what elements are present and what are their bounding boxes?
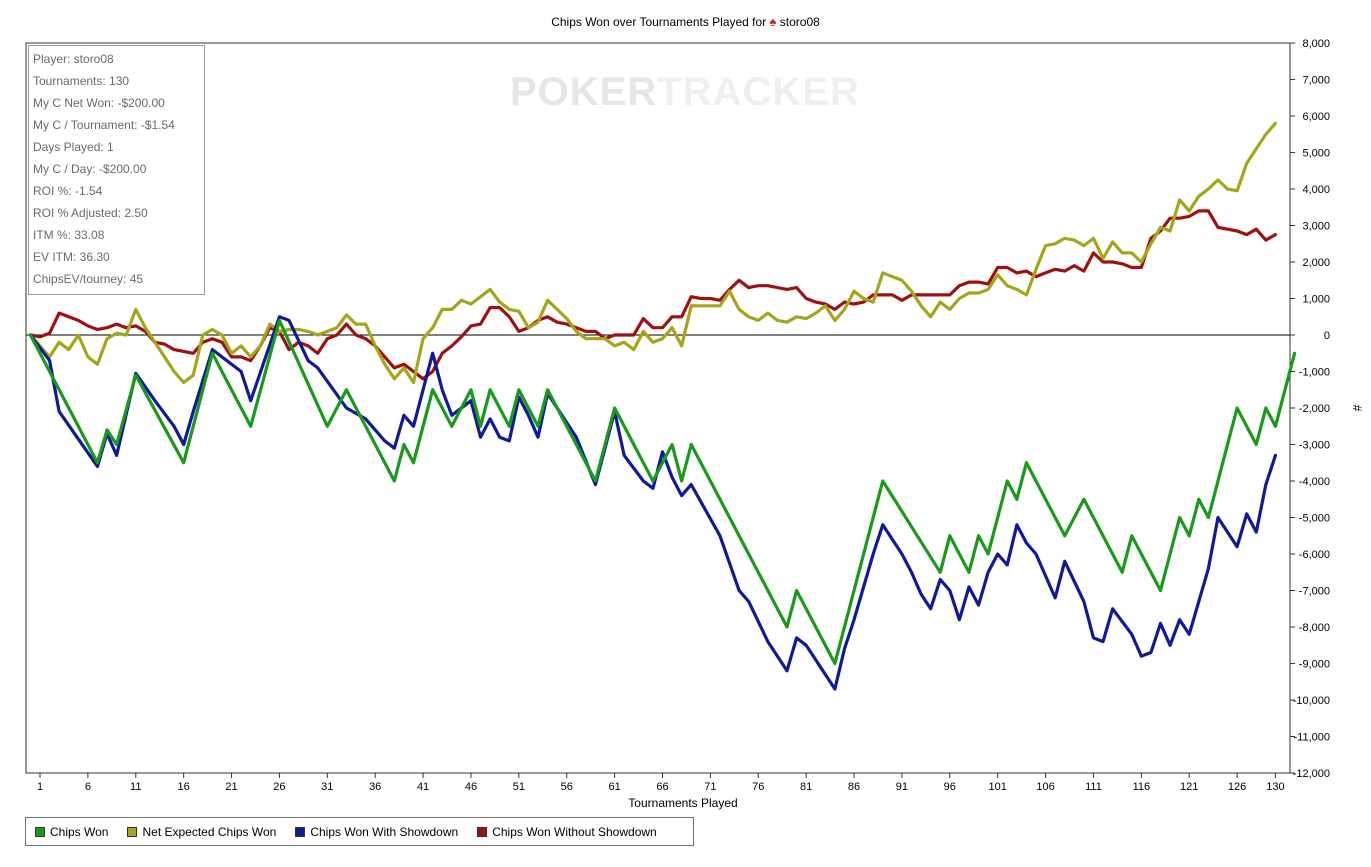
x-tick-label: 41 bbox=[417, 781, 429, 793]
legend-swatch bbox=[35, 826, 45, 837]
x-tick-label: 71 bbox=[704, 781, 716, 793]
legend-label: Net Expected Chips Won bbox=[142, 824, 277, 839]
legend-swatch bbox=[127, 826, 138, 837]
x-tick-label: 130 bbox=[1266, 781, 1284, 793]
stat-row: Days Played: 1 bbox=[33, 140, 114, 154]
legend-label: Chips Won With Showdown bbox=[310, 824, 459, 839]
x-axis-label: Tournaments Played bbox=[628, 796, 737, 810]
y-tick-label: -4,000 bbox=[1299, 476, 1330, 488]
chart-title: Chips Won over Tournaments Played for ♠ … bbox=[0, 14, 1371, 29]
series-line-chips-won bbox=[28, 318, 1297, 666]
y-tick-label: -5,000 bbox=[1299, 513, 1330, 525]
x-tick-label: 1 bbox=[37, 781, 43, 793]
legend-item: Chips Won Without Showdown bbox=[477, 825, 657, 839]
stat-row: Tournaments: 130 bbox=[33, 74, 130, 88]
y-tick-label: -2,000 bbox=[1299, 403, 1330, 415]
legend-swatch bbox=[477, 826, 488, 837]
series-line-net-expected-chips-won bbox=[28, 121, 1278, 385]
x-tick-label: 6 bbox=[85, 781, 91, 793]
legend-item: Net Expected Chips Won bbox=[127, 825, 276, 839]
y-tick-label: -10,000 bbox=[1293, 695, 1330, 707]
plot-border bbox=[25, 42, 1291, 774]
chart-title-text: Chips Won over Tournaments Played for bbox=[551, 15, 767, 29]
y-tick-label: 0 bbox=[1324, 330, 1330, 342]
y-tick-label: -6,000 bbox=[1299, 549, 1330, 561]
x-tick-label: 61 bbox=[608, 781, 620, 793]
stat-row: Player: storo08 bbox=[33, 52, 114, 66]
x-tick-label: 76 bbox=[752, 781, 764, 793]
stat-row: EV ITM: 36.30 bbox=[33, 250, 110, 264]
stat-row: ROI % Adjusted: 2.50 bbox=[33, 206, 148, 220]
y-tick-label: 3,000 bbox=[1302, 221, 1330, 233]
stat-row: ROI %: -1.54 bbox=[33, 184, 103, 198]
legend-item: Chips Won bbox=[35, 825, 108, 839]
plot-area bbox=[25, 42, 1291, 774]
series-line-chips-won-with-showdown bbox=[28, 315, 1278, 691]
y-axis-label: # bbox=[1350, 405, 1364, 412]
x-tick-label: 126 bbox=[1228, 781, 1246, 793]
x-tick-label: 106 bbox=[1036, 781, 1054, 793]
series-line-chips-won-without-showdown bbox=[28, 209, 1278, 381]
legend-label: Chips Won bbox=[50, 824, 109, 839]
x-tick-label: 116 bbox=[1133, 781, 1151, 793]
x-tick-label: 26 bbox=[273, 781, 285, 793]
y-tick-label: -7,000 bbox=[1299, 586, 1330, 598]
x-tick-label: 56 bbox=[561, 781, 573, 793]
chart-title-player: storo08 bbox=[779, 15, 820, 29]
x-tick-label: 66 bbox=[656, 781, 668, 793]
y-tick-label: 1,000 bbox=[1302, 294, 1330, 306]
y-tick-label: -1,000 bbox=[1299, 367, 1330, 379]
axis-layer: 8,000 7,000 6,000 5,000 4,000 3,000 2,000 1,000… bbox=[37, 38, 1364, 810]
chart-legend: Chips Won Net Expected Chips Won Chips Won… bbox=[25, 817, 694, 846]
watermark-part1: POKER bbox=[510, 70, 658, 114]
x-tick-label: 96 bbox=[944, 781, 956, 793]
stat-row: ChipsEV/tourney: 45 bbox=[33, 272, 144, 286]
x-tick-label: 51 bbox=[513, 781, 525, 793]
x-tick-label: 31 bbox=[321, 781, 333, 793]
legend-item: Chips Won With Showdown bbox=[295, 825, 458, 839]
x-tick-label: 86 bbox=[848, 781, 860, 793]
y-tick-label: -11,000 bbox=[1294, 732, 1331, 744]
stat-row: My C / Tournament: -$1.54 bbox=[33, 118, 175, 132]
y-tick-label: 5,000 bbox=[1302, 148, 1330, 160]
y-tick-label: -12,000 bbox=[1293, 768, 1330, 780]
y-tick-label: -9,000 bbox=[1299, 659, 1330, 671]
x-tick-label: 101 bbox=[989, 781, 1007, 793]
stat-row: My C / Day: -$200.00 bbox=[33, 162, 147, 176]
y-tick-label: 6,000 bbox=[1302, 111, 1330, 123]
watermark-part2: TRACKER bbox=[657, 70, 860, 114]
x-tick-label: 11 bbox=[130, 781, 141, 793]
y-tick-label: 8,000 bbox=[1302, 38, 1330, 50]
y-tick-label: 2,000 bbox=[1302, 257, 1330, 269]
spade-icon: ♠ bbox=[769, 14, 777, 29]
x-tick-label: 16 bbox=[178, 781, 190, 793]
x-tick-label: 121 bbox=[1180, 781, 1198, 793]
x-tick-label: 36 bbox=[369, 781, 381, 793]
y-tick-label: 4,000 bbox=[1302, 184, 1330, 196]
y-tick-label: -3,000 bbox=[1299, 440, 1330, 452]
x-tick-label: 46 bbox=[465, 781, 477, 793]
x-tick-label: 81 bbox=[800, 781, 812, 793]
y-tick-label: 7,000 bbox=[1302, 75, 1330, 87]
legend-swatch bbox=[295, 826, 306, 837]
x-tick-label: 91 bbox=[896, 781, 908, 793]
stat-row: My C Net Won: -$200.00 bbox=[33, 96, 165, 110]
x-tick-label: 111 bbox=[1085, 781, 1102, 793]
y-tick-label: -8,000 bbox=[1299, 622, 1330, 634]
stat-row: ITM %: 33.08 bbox=[33, 228, 105, 242]
series-layer bbox=[28, 121, 1297, 691]
pokertracker-watermark: POKERTRACKER bbox=[510, 70, 860, 115]
stats-box: Player: storo08 Tournaments: 130 My C Net … bbox=[28, 45, 205, 295]
x-tick-label: 21 bbox=[225, 781, 237, 793]
legend-label: Chips Won Without Showdown bbox=[492, 824, 657, 839]
